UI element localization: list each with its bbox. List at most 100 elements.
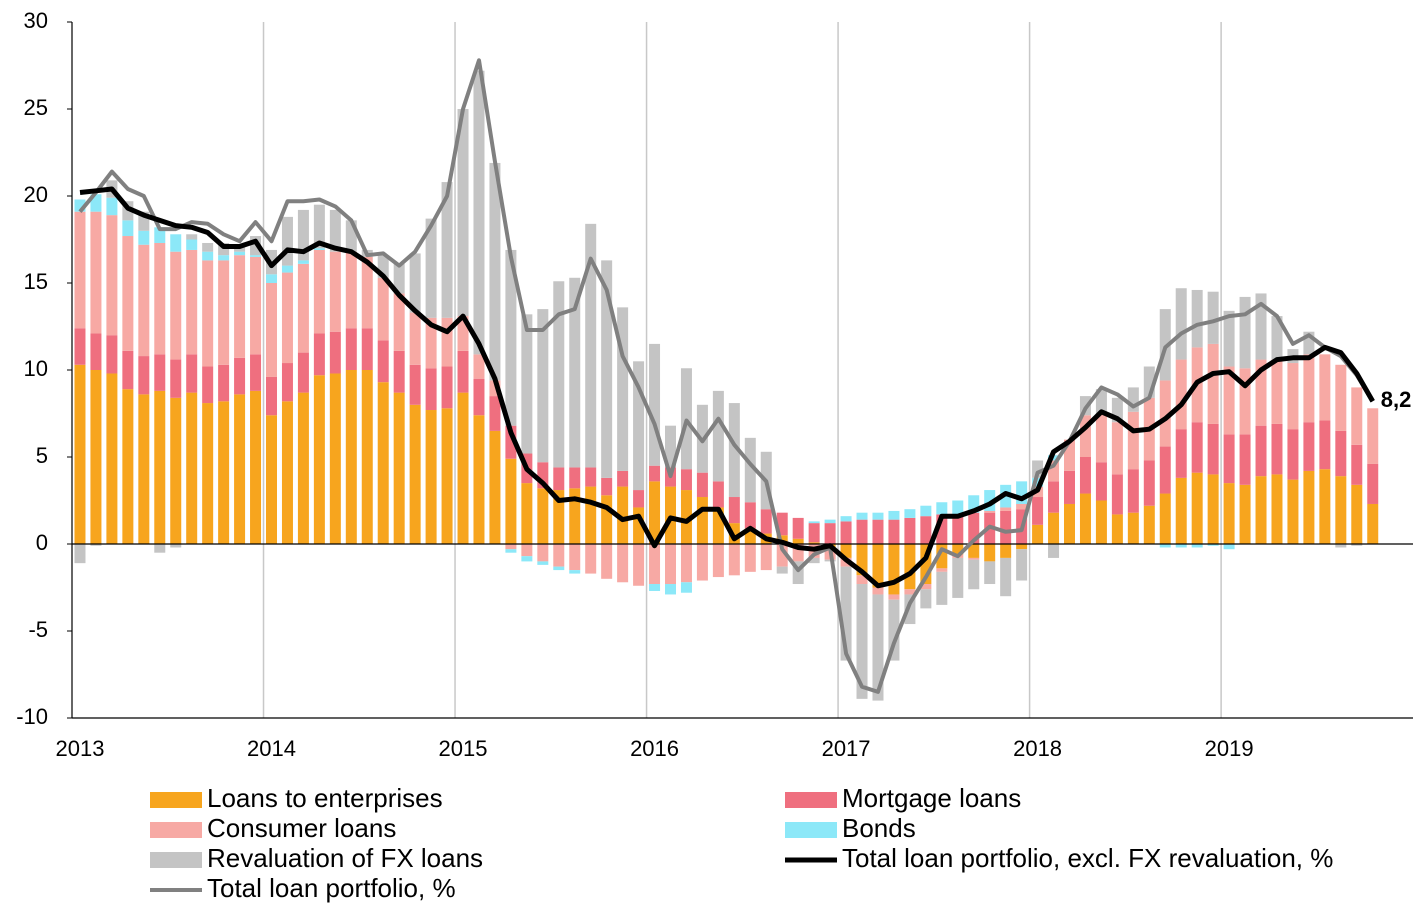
bar — [297, 263, 309, 353]
legend-swatch — [150, 822, 202, 838]
bar — [1223, 544, 1235, 550]
bar — [872, 587, 884, 595]
bar — [505, 425, 517, 459]
legend-label: Loans to enterprises — [207, 783, 443, 813]
bar — [872, 512, 884, 520]
bar — [186, 234, 198, 240]
bar — [696, 497, 708, 544]
bar — [297, 260, 309, 264]
bar — [74, 211, 86, 329]
bar — [489, 162, 501, 381]
bar — [170, 234, 182, 252]
bar — [1064, 439, 1075, 471]
bar — [808, 523, 820, 543]
bar — [1127, 387, 1139, 412]
bar — [601, 544, 613, 579]
bar — [202, 251, 214, 261]
bar — [170, 544, 182, 548]
bar — [760, 509, 772, 534]
bar — [393, 392, 405, 544]
bar — [1303, 331, 1315, 355]
bar — [1032, 477, 1044, 487]
bar — [585, 486, 597, 544]
bar — [633, 490, 645, 508]
bar — [872, 594, 884, 701]
bar — [1367, 503, 1379, 544]
bar — [728, 544, 740, 576]
bar — [1255, 359, 1267, 426]
legend-label: Total loan portfolio, excl. FX revaluati… — [842, 843, 1333, 873]
bar — [792, 538, 804, 544]
bar — [649, 343, 661, 466]
bar — [441, 317, 453, 367]
bar — [537, 544, 549, 562]
bar — [1175, 477, 1187, 544]
bar — [601, 260, 613, 478]
bar — [792, 544, 804, 562]
bar — [537, 488, 549, 544]
legend-label: Total loan portfolio, % — [207, 873, 456, 903]
bar — [808, 542, 820, 544]
bar — [90, 544, 102, 546]
bar — [680, 582, 692, 593]
bar — [728, 523, 740, 544]
bar — [1048, 512, 1060, 544]
legend-swatch — [150, 852, 202, 868]
bar — [457, 109, 469, 317]
bar — [1143, 505, 1155, 544]
bar — [696, 544, 708, 581]
bar — [521, 556, 533, 562]
bar — [553, 544, 565, 567]
bar — [665, 486, 676, 544]
x-tick-label: 2018 — [1013, 736, 1062, 761]
bar — [936, 514, 948, 544]
bar — [936, 544, 948, 569]
bar — [1239, 434, 1251, 485]
bar — [313, 249, 325, 334]
bar — [74, 364, 86, 544]
x-tick-label: 2016 — [630, 736, 679, 761]
bar — [1287, 479, 1299, 544]
bar — [186, 354, 198, 393]
bar — [856, 544, 868, 576]
bar — [138, 244, 150, 357]
line — [78, 58, 1375, 694]
bar — [122, 220, 134, 237]
bar — [1016, 481, 1028, 504]
bar — [712, 507, 724, 544]
bar — [1127, 411, 1139, 470]
bar — [1159, 544, 1171, 548]
bar — [202, 260, 214, 367]
bar — [1191, 422, 1203, 473]
bar — [968, 559, 980, 590]
bar — [872, 544, 884, 588]
bar — [569, 544, 581, 571]
bar — [553, 467, 565, 491]
bar — [521, 544, 533, 557]
bar — [968, 495, 980, 513]
bar — [1319, 469, 1331, 544]
bar — [154, 390, 166, 544]
bar — [920, 505, 932, 517]
x-tick-label: 2015 — [439, 736, 488, 761]
bar — [1111, 474, 1123, 515]
bar — [920, 544, 932, 585]
bar — [154, 242, 166, 355]
bar — [329, 209, 341, 252]
bar — [1271, 316, 1283, 360]
bar — [1319, 354, 1331, 421]
y-tick-label: 0 — [36, 530, 48, 555]
bar — [1016, 503, 1028, 510]
bar — [968, 544, 980, 558]
bar — [138, 230, 150, 245]
bar — [744, 437, 756, 503]
bar — [649, 481, 661, 544]
bar — [1287, 363, 1299, 430]
bar — [840, 544, 852, 558]
bar — [776, 566, 788, 574]
bar — [90, 211, 102, 334]
y-tick-label: 30 — [24, 8, 48, 33]
bar — [633, 361, 645, 491]
bar — [856, 575, 868, 585]
bar — [776, 535, 788, 544]
